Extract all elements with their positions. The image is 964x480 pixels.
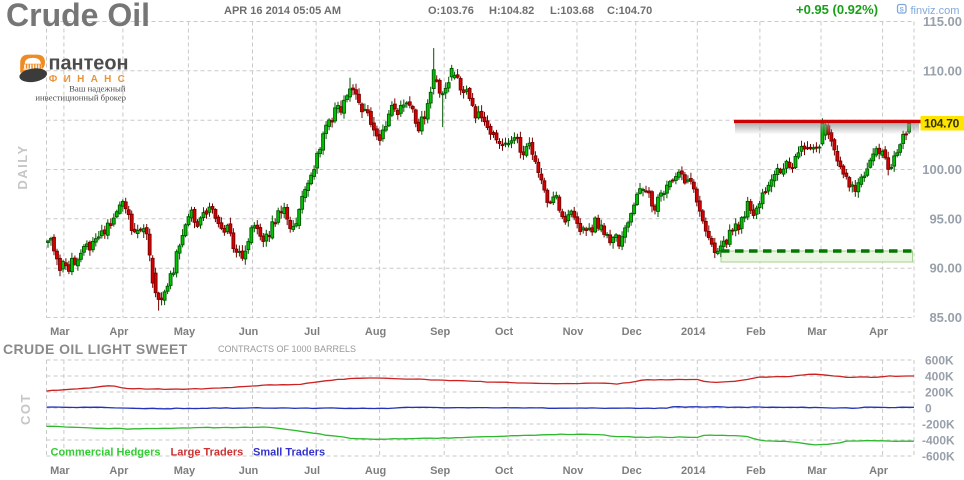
svg-text:2014: 2014 xyxy=(681,465,706,477)
svg-text:H:104.82: H:104.82 xyxy=(489,5,534,17)
svg-text:Oct: Oct xyxy=(495,326,514,338)
svg-text:Commercial Hedgers: Commercial Hedgers xyxy=(51,447,161,459)
svg-text:Nov: Nov xyxy=(563,326,585,338)
svg-text:Jul: Jul xyxy=(304,465,320,477)
svg-text:CRUDE OIL LIGHT SWEET: CRUDE OIL LIGHT SWEET xyxy=(3,341,188,357)
svg-text:Large Traders: Large Traders xyxy=(171,447,244,459)
svg-text:L:103.68: L:103.68 xyxy=(550,5,594,17)
svg-text:Feb: Feb xyxy=(746,326,766,338)
svg-text:+0.95 (0.92%): +0.95 (0.92%) xyxy=(796,2,878,17)
svg-text:May: May xyxy=(174,326,196,338)
svg-text:Dec: Dec xyxy=(622,465,642,477)
svg-text:May: May xyxy=(174,465,196,477)
svg-text:COT: COT xyxy=(18,393,33,425)
svg-text:Apr: Apr xyxy=(109,326,129,338)
svg-text:Sep: Sep xyxy=(430,465,450,477)
svg-text:100.00: 100.00 xyxy=(922,162,962,177)
svg-text:Apr: Apr xyxy=(869,465,889,477)
svg-text:O:103.76: O:103.76 xyxy=(428,5,474,17)
svg-text:Dec: Dec xyxy=(622,326,642,338)
svg-text:S: S xyxy=(900,7,905,14)
svg-text:Aug: Aug xyxy=(365,326,386,338)
svg-text:finviz.com: finviz.com xyxy=(911,5,960,17)
svg-text:Ваш надежный: Ваш надежный xyxy=(69,84,126,94)
svg-text:2014: 2014 xyxy=(681,326,706,338)
svg-text:Oct: Oct xyxy=(495,465,514,477)
svg-text:пантеон: пантеон xyxy=(49,53,129,75)
svg-text:200K: 200K xyxy=(925,385,954,399)
svg-text:115.00: 115.00 xyxy=(923,14,962,29)
svg-text:104.70: 104.70 xyxy=(924,117,960,131)
svg-text:CONTRACTS OF 1000 BARRELS: CONTRACTS OF 1000 BARRELS xyxy=(218,344,356,354)
svg-text:110.00: 110.00 xyxy=(923,63,962,78)
svg-text:Feb: Feb xyxy=(746,465,766,477)
svg-text:Small Traders: Small Traders xyxy=(253,447,325,459)
svg-text:C:104.70: C:104.70 xyxy=(607,5,652,17)
svg-text:0: 0 xyxy=(925,401,932,415)
svg-text:Jun: Jun xyxy=(239,465,259,477)
svg-text:-600K: -600K xyxy=(922,449,955,463)
svg-text:400K: 400K xyxy=(925,369,954,383)
svg-text:Apr: Apr xyxy=(109,465,129,477)
svg-text:Apr: Apr xyxy=(869,326,889,338)
svg-text:Crude Oil: Crude Oil xyxy=(6,0,150,33)
svg-text:600K: 600K xyxy=(925,353,954,367)
svg-text:инвестиционный брокер: инвестиционный брокер xyxy=(35,93,126,103)
svg-text:-400K: -400K xyxy=(922,433,955,447)
svg-text:Sep: Sep xyxy=(430,326,450,338)
svg-text:-200K: -200K xyxy=(922,417,955,431)
svg-text:Mar: Mar xyxy=(807,465,827,477)
svg-text:Mar: Mar xyxy=(50,465,70,477)
svg-text:Mar: Mar xyxy=(50,326,70,338)
svg-text:85.00: 85.00 xyxy=(929,310,962,325)
svg-text:Nov: Nov xyxy=(563,465,585,477)
svg-text:Jul: Jul xyxy=(304,326,320,338)
svg-text:APR 16 2014 05:05 AM: APR 16 2014 05:05 AM xyxy=(224,5,341,17)
svg-text:95.00: 95.00 xyxy=(929,211,962,226)
svg-text:Mar: Mar xyxy=(807,326,827,338)
svg-text:DAILY: DAILY xyxy=(15,144,30,189)
svg-text:90.00: 90.00 xyxy=(929,261,962,276)
svg-text:Aug: Aug xyxy=(365,465,386,477)
svg-text:Jun: Jun xyxy=(239,326,259,338)
